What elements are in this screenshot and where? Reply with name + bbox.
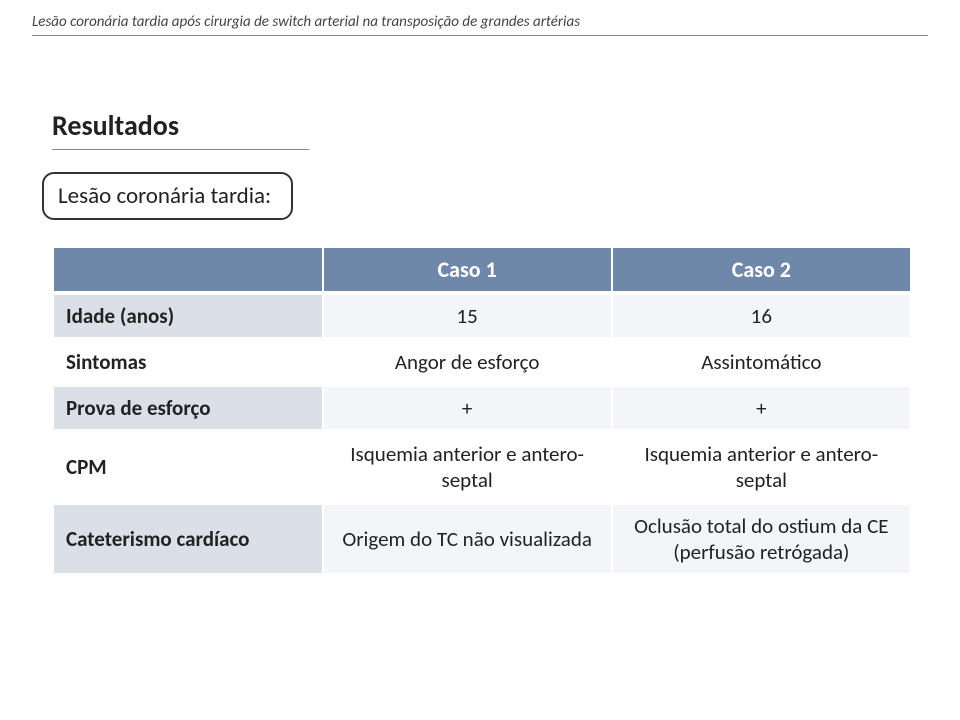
results-table: Caso 1 Caso 2 Idade (anos) 15 16 Sintoma… [52, 244, 912, 577]
row-c2: Assintomático [613, 341, 910, 383]
row-label: CPM [54, 433, 322, 501]
header-case2: Caso 2 [613, 248, 910, 291]
row-label: Idade (anos) [54, 295, 322, 337]
row-c1: Origem do TC não visualizada [324, 505, 611, 573]
section-title: Resultados [52, 108, 309, 150]
row-c1: Angor de esforço [324, 341, 611, 383]
header-title: Lesão coronária tardia após cirurgia de … [32, 13, 580, 31]
row-c1: + [324, 387, 611, 429]
row-c2: 16 [613, 295, 910, 337]
table-row: CPM Isquemia anterior e antero-septal Is… [54, 433, 910, 501]
row-c2: Isquemia anterior e antero-septal [613, 433, 910, 501]
row-c1: 15 [324, 295, 611, 337]
table-row: Sintomas Angor de esforço Assintomático [54, 341, 910, 383]
row-c2: + [613, 387, 910, 429]
row-label: Prova de esforço [54, 387, 322, 429]
row-label: Cateterismo cardíaco [54, 505, 322, 573]
table-header-row: Caso 1 Caso 2 [54, 248, 910, 291]
row-c2: Oclusão total do ostium da CE(perfusão r… [613, 505, 910, 573]
slide-header: Lesão coronária tardia após cirurgia de … [32, 12, 928, 36]
table-row: Cateterismo cardíaco Origem do TC não vi… [54, 505, 910, 573]
header-case1: Caso 1 [324, 248, 611, 291]
row-label: Sintomas [54, 341, 322, 383]
callout-box: Lesão coronária tardia: [42, 172, 293, 220]
table-row: Idade (anos) 15 16 [54, 295, 910, 337]
header-blank [54, 248, 322, 291]
callout-text: Lesão coronária tardia: [58, 182, 271, 210]
table-row: Prova de esforço + + [54, 387, 910, 429]
row-c1: Isquemia anterior e antero-septal [324, 433, 611, 501]
